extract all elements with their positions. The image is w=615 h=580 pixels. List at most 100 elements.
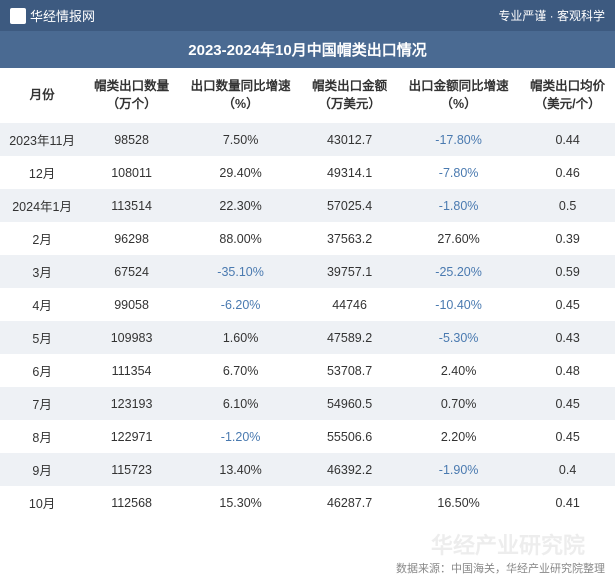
cell-price: 0.45	[520, 288, 615, 321]
cell-amt-growth: 2.40%	[397, 354, 520, 387]
cell-amount: 47589.2	[302, 321, 397, 354]
cell-qty: 112568	[84, 486, 179, 519]
header-tagline: 专业严谨 · 客观科学	[498, 7, 605, 24]
cell-amount: 44746	[302, 288, 397, 321]
cell-amount: 43012.7	[302, 123, 397, 156]
data-table-container: 月份 帽类出口数量（万个） 出口数量同比增速（%） 帽类出口金额（万美元） 出口…	[0, 68, 615, 519]
cell-qty: 108011	[84, 156, 179, 189]
cell-qty: 98528	[84, 123, 179, 156]
cell-amount: 46392.2	[302, 453, 397, 486]
cell-amount: 55506.6	[302, 420, 397, 453]
table-row: 6月1113546.70%53708.72.40%0.48	[0, 354, 615, 387]
cell-month: 2月	[0, 222, 84, 255]
table-row: 2024年1月11351422.30%57025.4-1.80%0.5	[0, 189, 615, 222]
watermark: 华经产业研究院	[431, 528, 585, 560]
cell-price: 0.45	[520, 387, 615, 420]
cell-amount: 53708.7	[302, 354, 397, 387]
cell-amt-growth: 16.50%	[397, 486, 520, 519]
cell-month: 9月	[0, 453, 84, 486]
table-row: 10月11256815.30%46287.716.50%0.41	[0, 486, 615, 519]
cell-qty: 113514	[84, 189, 179, 222]
cell-month: 2023年11月	[0, 123, 84, 156]
table-row: 12月10801129.40%49314.1-7.80%0.46	[0, 156, 615, 189]
table-row: 2023年11月985287.50%43012.7-17.80%0.44	[0, 123, 615, 156]
cell-amount: 49314.1	[302, 156, 397, 189]
cell-qty: 122971	[84, 420, 179, 453]
data-source: 数据来源：中国海关，华经产业研究院整理	[396, 560, 605, 576]
cell-amt-growth: 2.20%	[397, 420, 520, 453]
cell-price: 0.44	[520, 123, 615, 156]
cell-qty: 123193	[84, 387, 179, 420]
cell-amt-growth: -1.80%	[397, 189, 520, 222]
cell-amount: 57025.4	[302, 189, 397, 222]
cell-amt-growth: -5.30%	[397, 321, 520, 354]
col-qty-growth: 出口数量同比增速（%）	[179, 68, 302, 123]
table-row: 4月99058-6.20%44746-10.40%0.45	[0, 288, 615, 321]
cell-price: 0.5	[520, 189, 615, 222]
col-price: 帽类出口均价（美元/个）	[520, 68, 615, 123]
cell-price: 0.43	[520, 321, 615, 354]
cell-qty-growth: 88.00%	[179, 222, 302, 255]
cell-amt-growth: 27.60%	[397, 222, 520, 255]
table-row: 9月11572313.40%46392.2-1.90%0.4	[0, 453, 615, 486]
cell-amount: 54960.5	[302, 387, 397, 420]
cell-month: 12月	[0, 156, 84, 189]
cell-amount: 37563.2	[302, 222, 397, 255]
cell-month: 2024年1月	[0, 189, 84, 222]
cell-month: 5月	[0, 321, 84, 354]
cell-month: 10月	[0, 486, 84, 519]
cell-amt-growth: -25.20%	[397, 255, 520, 288]
cell-qty: 115723	[84, 453, 179, 486]
cell-qty: 67524	[84, 255, 179, 288]
site-header: 华经情报网 专业严谨 · 客观科学	[0, 0, 615, 31]
table-row: 8月122971-1.20%55506.62.20%0.45	[0, 420, 615, 453]
cell-qty-growth: -35.10%	[179, 255, 302, 288]
cell-amount: 39757.1	[302, 255, 397, 288]
cell-amt-growth: 0.70%	[397, 387, 520, 420]
col-amount: 帽类出口金额（万美元）	[302, 68, 397, 123]
cell-price: 0.4	[520, 453, 615, 486]
cell-qty-growth: 22.30%	[179, 189, 302, 222]
cell-price: 0.48	[520, 354, 615, 387]
cell-qty-growth: 29.40%	[179, 156, 302, 189]
cell-qty-growth: 6.70%	[179, 354, 302, 387]
cell-price: 0.39	[520, 222, 615, 255]
cell-month: 7月	[0, 387, 84, 420]
table-row: 2月9629888.00%37563.227.60%0.39	[0, 222, 615, 255]
cell-price: 0.45	[520, 420, 615, 453]
cell-price: 0.46	[520, 156, 615, 189]
cell-month: 4月	[0, 288, 84, 321]
cell-qty: 96298	[84, 222, 179, 255]
cell-qty-growth: 7.50%	[179, 123, 302, 156]
site-name: 华经情报网	[30, 6, 95, 25]
cell-price: 0.59	[520, 255, 615, 288]
header-left: 华经情报网	[10, 6, 95, 25]
col-amt-growth: 出口金额同比增速（%）	[397, 68, 520, 123]
export-data-table: 月份 帽类出口数量（万个） 出口数量同比增速（%） 帽类出口金额（万美元） 出口…	[0, 68, 615, 519]
cell-qty: 109983	[84, 321, 179, 354]
table-header-row: 月份 帽类出口数量（万个） 出口数量同比增速（%） 帽类出口金额（万美元） 出口…	[0, 68, 615, 123]
cell-month: 6月	[0, 354, 84, 387]
col-month: 月份	[0, 68, 84, 123]
cell-qty-growth: 13.40%	[179, 453, 302, 486]
cell-qty: 111354	[84, 354, 179, 387]
cell-qty-growth: -1.20%	[179, 420, 302, 453]
cell-price: 0.41	[520, 486, 615, 519]
cell-amt-growth: -1.90%	[397, 453, 520, 486]
cell-qty-growth: 1.60%	[179, 321, 302, 354]
cell-qty-growth: 15.30%	[179, 486, 302, 519]
cell-amt-growth: -7.80%	[397, 156, 520, 189]
cell-qty-growth: 6.10%	[179, 387, 302, 420]
cell-month: 3月	[0, 255, 84, 288]
table-row: 5月1099831.60%47589.2-5.30%0.43	[0, 321, 615, 354]
cell-amt-growth: -10.40%	[397, 288, 520, 321]
logo-icon	[10, 8, 26, 24]
col-qty: 帽类出口数量（万个）	[84, 68, 179, 123]
cell-amount: 46287.7	[302, 486, 397, 519]
cell-amt-growth: -17.80%	[397, 123, 520, 156]
cell-qty: 99058	[84, 288, 179, 321]
page-title: 2023-2024年10月中国帽类出口情况	[0, 31, 615, 68]
table-row: 3月67524-35.10%39757.1-25.20%0.59	[0, 255, 615, 288]
table-row: 7月1231936.10%54960.50.70%0.45	[0, 387, 615, 420]
cell-month: 8月	[0, 420, 84, 453]
